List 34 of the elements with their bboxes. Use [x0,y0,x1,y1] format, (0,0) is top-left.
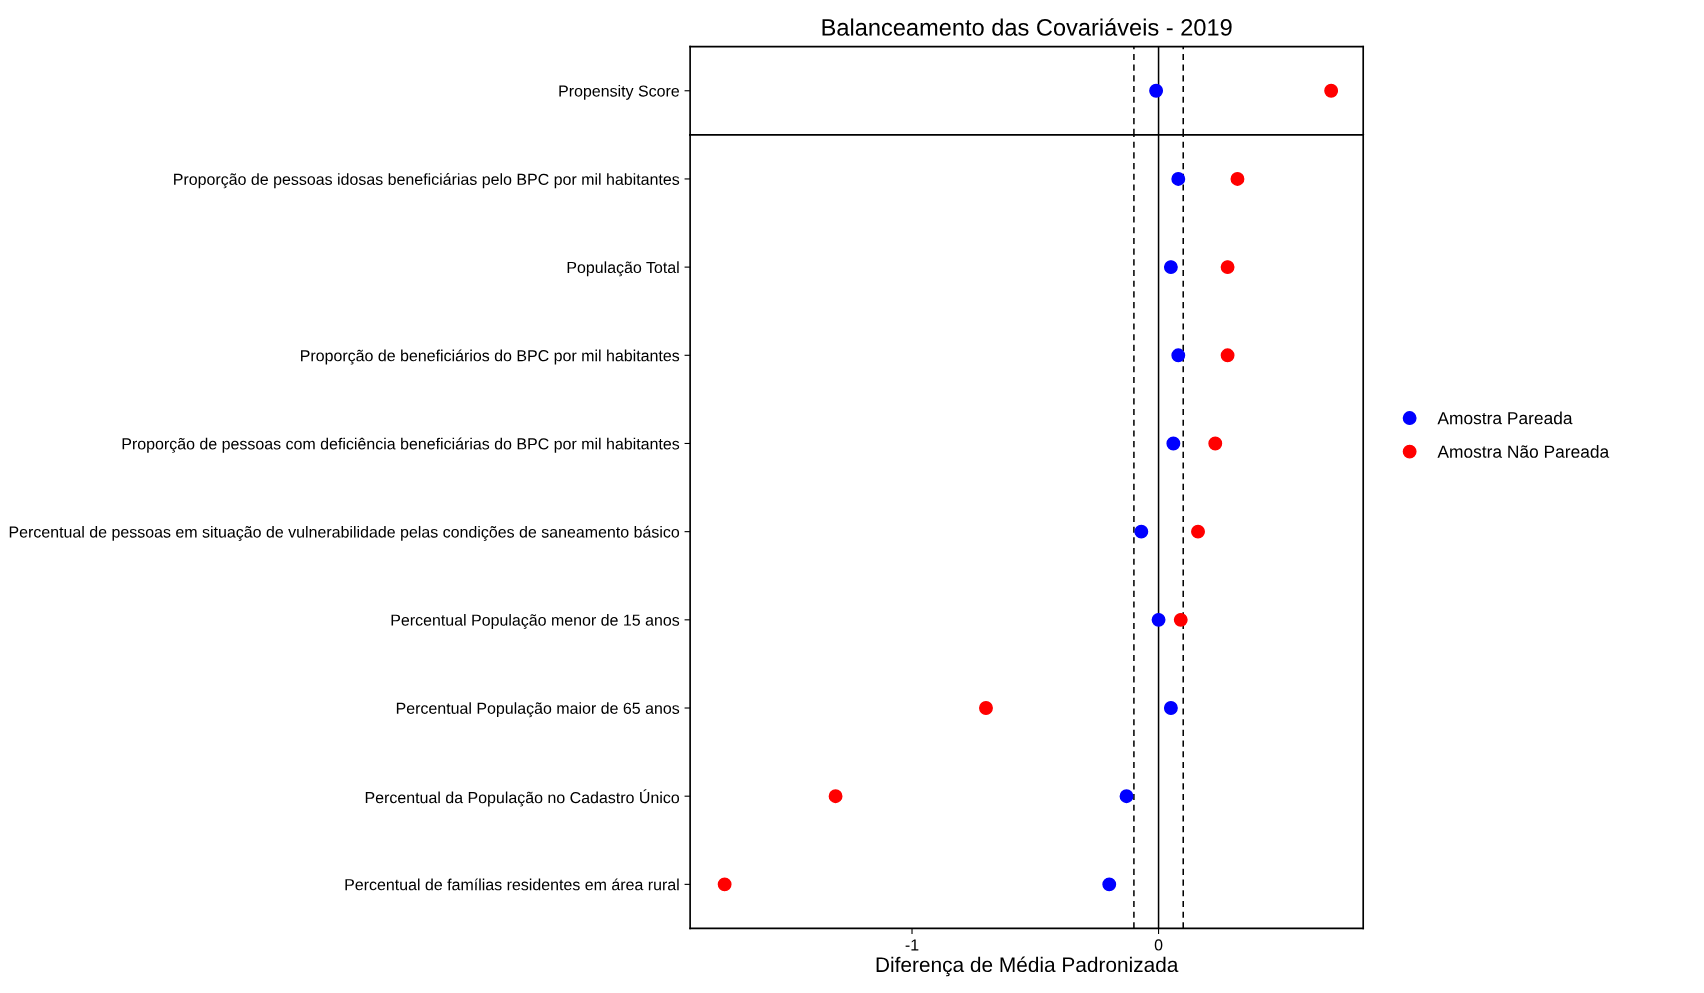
point [828,789,843,804]
point [1163,260,1178,275]
point [1171,171,1186,186]
point [1166,436,1181,451]
point [1208,436,1223,451]
y-tick-label: Proporção de pessoas idosas beneficiárias pelo BPC por mil habitantes [174,173,680,189]
point [1151,612,1166,627]
legend-label: Amostra Pareada [1437,411,1573,425]
point [1171,348,1186,363]
y-tick-label: Proporção de beneficiários do BPC por mil habitantes [301,349,680,365]
y-tick-label: População Total [567,261,679,277]
legend-label: Amostra Não Pareada [1437,445,1610,458]
y-tick-label: Propensity Score [559,84,679,100]
y-tick-label: Percentual População maior de 65 anos [396,702,680,718]
point [1163,701,1178,715]
point [1134,524,1149,539]
y-tick-label: Percentual de pessoas em situação de vulnerabilidade pelas condições de saneamento básico [9,525,680,541]
y-tick-label: Percentual População menor de 15 anos [391,614,680,629]
x-tick-label: -1 [905,939,919,951]
x-tick-label: 0 [1154,939,1163,951]
point [1102,877,1117,892]
point [1119,789,1134,804]
chart-title: Balanceamento das Covariáveis - 2019 [822,18,1232,36]
y-tick-label: Percentual de famílias residentes em área rural [345,878,679,891]
point [1173,612,1188,627]
y-tick-label: Percentual da População no Cadastro Único [365,789,680,807]
x-axis-title: Diferença de Média Padronizada [876,956,1179,977]
point [717,877,732,892]
y-tick-label: Proporção de pessoas com deficiência beneficiárias do BPC por mil habitantes [122,437,680,453]
point [1220,260,1235,275]
point [979,701,993,715]
point [1220,348,1235,363]
point [1191,524,1205,539]
point [1230,171,1245,186]
